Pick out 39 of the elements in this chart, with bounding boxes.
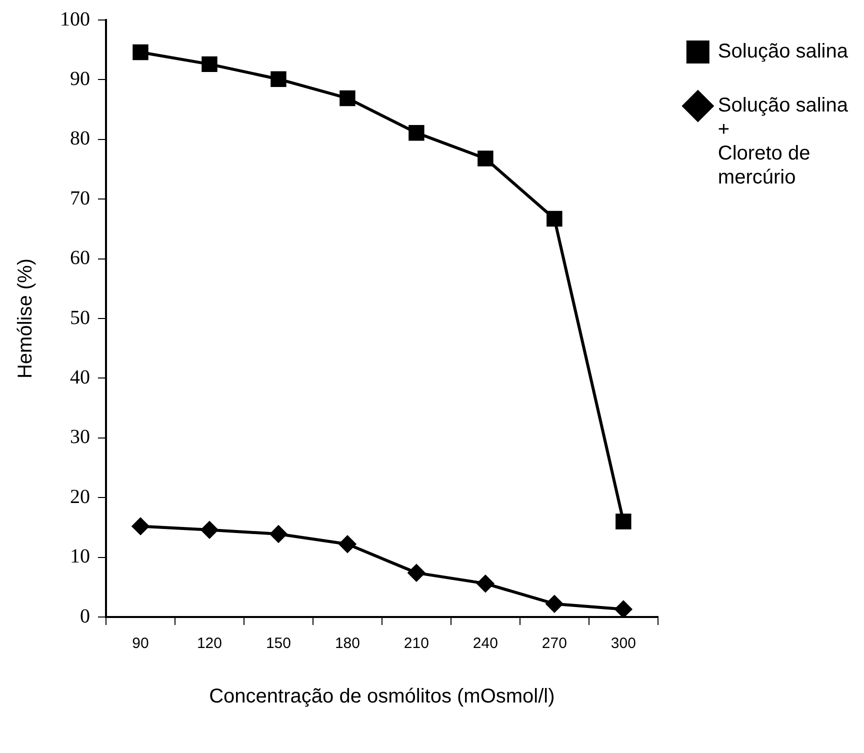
- y-tick-label: 60: [70, 247, 90, 270]
- point: [408, 124, 424, 141]
- point: [202, 56, 218, 72]
- x-tick-label: 240: [472, 635, 498, 652]
- x-tick-label: 150: [266, 635, 291, 652]
- y-tick-label: 90: [70, 68, 90, 90]
- point: [132, 518, 149, 535]
- point: [270, 71, 286, 87]
- legend-label: Solução salina: [718, 40, 849, 63]
- y-tick-label: 30: [70, 426, 90, 448]
- y-tick-label: 80: [70, 128, 90, 150]
- point: [476, 575, 494, 592]
- point: [338, 536, 356, 553]
- point: [546, 595, 563, 612]
- x-tick-label: 300: [610, 635, 636, 652]
- x-axis-title: Concentração de osmólitos (mOsmol/l): [209, 686, 555, 708]
- y-tick-label: 40: [70, 366, 90, 388]
- y-tick-label: 50: [70, 306, 90, 329]
- x-tick-label: 210: [404, 635, 429, 652]
- point: [478, 150, 494, 166]
- point: [408, 564, 425, 582]
- x-tick-label: 120: [196, 635, 222, 652]
- point: [546, 210, 562, 227]
- point: [270, 526, 287, 543]
- y-tick-label: 70: [70, 187, 90, 210]
- y-tick-label: 0: [80, 605, 90, 628]
- point: [616, 514, 632, 530]
- x-tick-label: 270: [542, 635, 567, 652]
- legend-label: Solução salina + Cloreto de mercúrio: [718, 94, 849, 189]
- y-tick-label: 20: [70, 486, 90, 508]
- x-tick-label: 180: [334, 635, 360, 652]
- y-tick-label: 100: [60, 8, 90, 30]
- point: [614, 600, 632, 617]
- x-tick-label: 90: [132, 635, 149, 652]
- y-tick-label: 10: [70, 546, 90, 568]
- point: [200, 521, 218, 538]
- y-axis-title: Hemólise (%): [14, 258, 37, 379]
- point: [340, 90, 356, 106]
- point: [132, 44, 148, 60]
